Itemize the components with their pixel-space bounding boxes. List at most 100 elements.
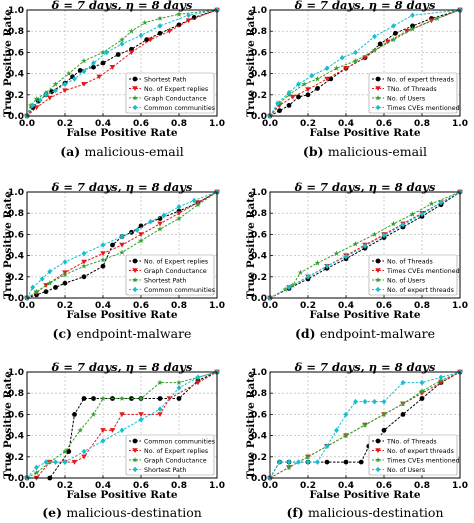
caption-text: malicious-email — [85, 144, 184, 159]
data-point — [305, 459, 311, 465]
x-axis-label: False Positive Rate — [309, 309, 420, 321]
legend-label: Shortest Path — [144, 467, 186, 474]
panel-caption: (f) malicious-destination — [286, 505, 443, 520]
legend-label: Shortest Path — [144, 76, 186, 83]
legend-marker — [375, 457, 381, 463]
y-tick-label: 0.8 — [251, 27, 267, 37]
data-point — [324, 65, 330, 72]
roc-panel-1: 0.0 0.2 0.4 0.6 0.8 1.0 0.0 0.2 0.4 0.6 0.8 1.0 δ = … — [2, 0, 225, 159]
data-point — [119, 427, 125, 434]
data-point — [438, 380, 444, 386]
data-point — [138, 416, 144, 423]
panel-caption: (d) endpoint-malware — [295, 326, 435, 341]
x-axis-label: False Positive Rate — [66, 127, 177, 139]
data-point — [385, 39, 391, 45]
data-point — [109, 428, 116, 433]
data-point — [65, 70, 72, 77]
legend-label: No. of Users — [387, 277, 425, 284]
data-point — [100, 428, 106, 433]
data-point — [286, 464, 292, 470]
y-tick-label: 0.2 — [8, 273, 24, 283]
y-tick-label: 0.0 — [8, 112, 24, 122]
data-point — [148, 218, 153, 225]
data-point — [343, 66, 349, 71]
legend-label: TNo. of Threads — [386, 86, 437, 93]
data-point — [81, 250, 87, 257]
data-point — [333, 250, 340, 256]
legend: Common communities No. of Expert replies G… — [125, 434, 215, 476]
data-point — [43, 289, 49, 295]
data-point — [119, 36, 125, 43]
data-point — [438, 199, 444, 206]
data-point — [115, 52, 121, 57]
x-tick-label: 0.8 — [414, 481, 430, 491]
x-tick-label: 0.8 — [171, 301, 187, 311]
data-point — [81, 68, 87, 75]
data-point — [166, 29, 173, 34]
y-tick-label: 0.2 — [251, 273, 267, 283]
y-tick-label: 1.0 — [8, 368, 24, 378]
x-tick-label: 0.2 — [57, 301, 73, 311]
data-point — [362, 422, 368, 428]
data-point — [77, 427, 84, 433]
roc-panel-6: 0.0 0.2 0.4 0.6 0.8 1.0 0.0 0.2 0.4 0.6 0.8 1.0 δ = … — [245, 360, 468, 520]
x-tick-label: 0.4 — [95, 481, 111, 491]
data-point — [352, 240, 359, 247]
data-point — [52, 81, 59, 87]
data-point — [104, 49, 110, 56]
data-point — [353, 398, 358, 405]
data-point — [43, 459, 49, 465]
data-point — [419, 396, 425, 401]
data-point — [109, 65, 116, 70]
caption-text: endpoint-malware — [320, 326, 435, 341]
data-point — [33, 105, 40, 111]
legend-marker — [132, 277, 138, 283]
data-point — [53, 285, 58, 290]
y-tick-label: 0.8 — [251, 209, 267, 219]
x-tick-label: 1.0 — [209, 119, 225, 129]
legend-marker — [132, 95, 138, 101]
x-tick-label: 0.6 — [133, 481, 149, 491]
data-point — [438, 377, 444, 383]
x-tick-label: 0.0 — [262, 301, 278, 311]
data-point — [362, 243, 368, 249]
legend-marker — [375, 438, 381, 444]
data-point — [176, 204, 182, 210]
data-point — [119, 395, 125, 401]
x-tick-label: 0.2 — [300, 481, 316, 491]
data-point — [91, 60, 96, 66]
data-point — [286, 284, 292, 291]
data-point — [176, 385, 182, 391]
series-line — [26, 191, 218, 299]
data-point — [297, 269, 304, 275]
x-axis-label: False Positive Rate — [309, 489, 420, 501]
legend-marker — [132, 76, 138, 82]
data-point — [100, 49, 106, 55]
axes-frame — [269, 371, 461, 479]
legend-label: No. of Users — [387, 95, 425, 102]
data-point — [275, 100, 280, 107]
data-point — [47, 95, 53, 101]
series-line — [27, 371, 218, 479]
data-point — [119, 412, 125, 417]
data-point — [128, 28, 135, 34]
data-point — [324, 459, 330, 465]
data-point — [314, 260, 321, 266]
x-tick-label: 0.8 — [414, 119, 430, 129]
legend-box — [368, 434, 458, 476]
series-4 — [24, 7, 220, 119]
legend-marker — [132, 438, 138, 444]
data-point — [409, 211, 416, 217]
data-point — [81, 82, 87, 87]
y-tick-label: 0.4 — [8, 432, 24, 442]
legend-label: No. of Threads — [387, 258, 433, 265]
data-point — [381, 232, 387, 239]
x-tick-label: 1.0 — [209, 301, 225, 311]
data-point — [391, 23, 396, 29]
data-point — [81, 57, 87, 64]
data-point — [343, 459, 349, 465]
panel-caption: (c) endpoint-malware — [53, 326, 192, 341]
series-4 — [267, 7, 463, 119]
data-point — [81, 454, 87, 460]
